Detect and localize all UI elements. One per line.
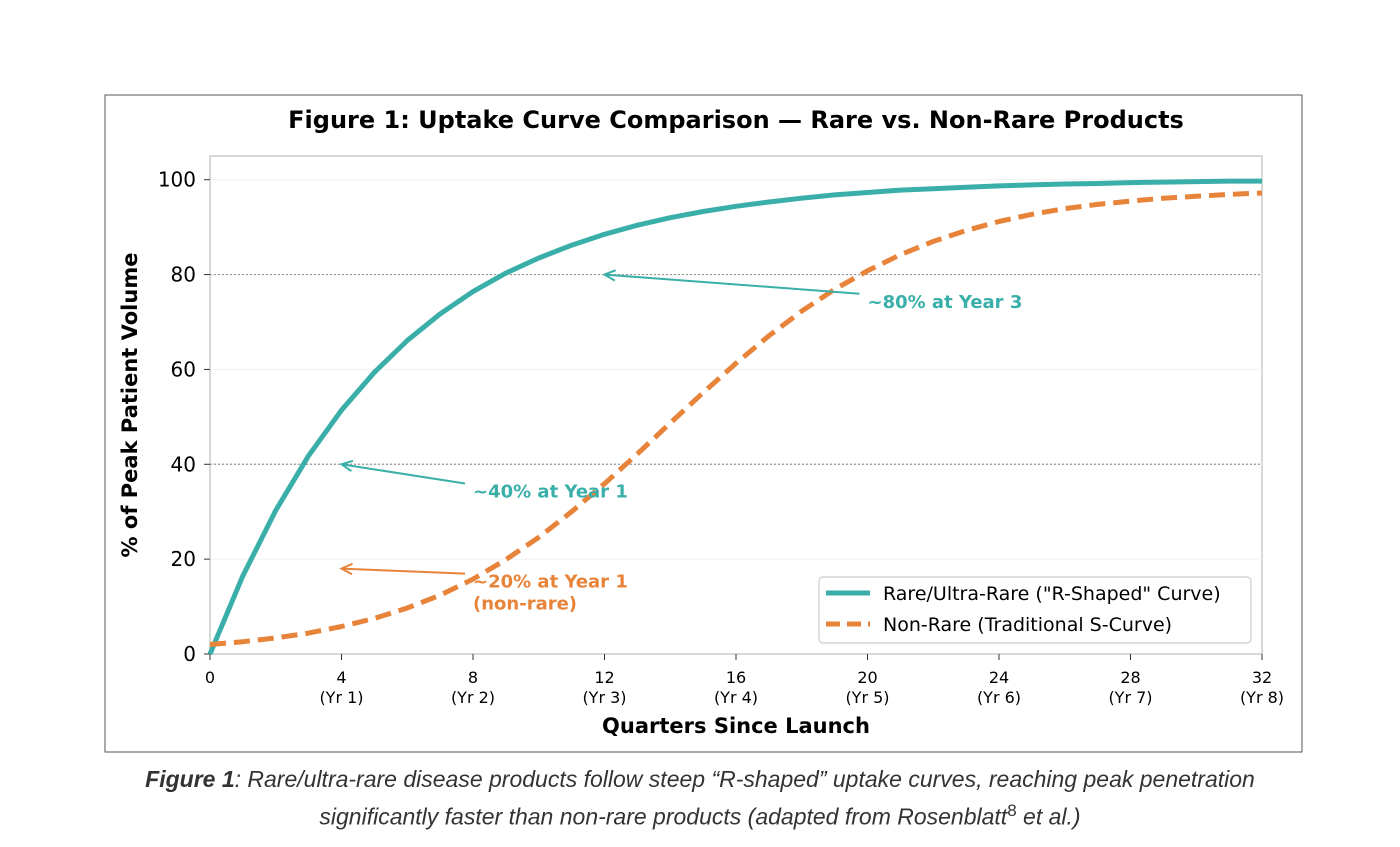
- annotation-arrow: [341, 463, 466, 485]
- y-axis: 0 20 40 60 80 100: [158, 168, 210, 666]
- annotation-arrowhead: [602, 269, 617, 282]
- legend-label-nonrare: Non-Rare (Traditional S-Curve): [883, 614, 1172, 636]
- y-tick-label: 60: [171, 357, 196, 381]
- x-tick-label: 4: [336, 668, 346, 687]
- x-tick-sublabel: (Yr 4): [714, 688, 758, 707]
- caption-tail: et al.): [1016, 803, 1081, 830]
- y-tick-label: 100: [158, 168, 196, 192]
- annotation-arrowhead: [339, 562, 353, 576]
- annotation-layer: ~80% at Year 3 ~40% at Year 1 ~20% at Year…: [339, 269, 1023, 615]
- x-tick-label: 8: [468, 668, 478, 687]
- x-axis: 0 4(Yr 1) 8(Yr 2) 12(Yr 3) 16(Yr 4) 20(Yr 5) 2…: [205, 654, 1284, 707]
- annotation-arrow: [604, 273, 860, 295]
- series-line-nonrare: [209, 190, 1263, 647]
- figure-caption: Figure 1: Rare/ultra-rare disease produc…: [0, 764, 1400, 833]
- x-tick-label: 0: [205, 668, 215, 687]
- x-tick-label: 32: [1252, 668, 1272, 687]
- annotation-label: ~80% at Year 3: [868, 292, 1023, 313]
- x-tick-label: 28: [1120, 668, 1140, 687]
- legend-label-rare: Rare/Ultra-Rare ("R-Shaped" Curve): [883, 583, 1221, 605]
- x-tick-sublabel: (Yr 1): [319, 688, 363, 707]
- figure: Figure 1: Uptake Curve Comparison — Rare…: [104, 94, 1303, 753]
- caption-line-2: significantly faster than non-rare produ…: [0, 795, 1400, 833]
- annotation-label: ~40% at Year 1: [473, 481, 628, 502]
- y-tick-label: 20: [171, 547, 196, 571]
- caption-lead: Figure 1: [145, 766, 235, 792]
- legend-box: [818, 576, 1252, 644]
- chart-title: Figure 1: Uptake Curve Comparison — Rare…: [288, 106, 1184, 134]
- x-tick-sublabel: (Yr 6): [977, 688, 1021, 707]
- caption-text: : Rare/ultra-rare disease products follo…: [234, 766, 1255, 792]
- y-tick-label: 0: [183, 642, 196, 666]
- y-tick-label: 40: [171, 452, 196, 476]
- annotation-label-2: (non-rare): [473, 594, 577, 615]
- x-axis-label: Quarters Since Launch: [602, 714, 870, 738]
- y-axis-label: % of Peak Patient Volume: [118, 253, 142, 558]
- x-tick-sublabel: (Yr 7): [1108, 688, 1152, 707]
- caption-ref: 8: [1007, 801, 1017, 820]
- x-tick-label: 20: [857, 668, 877, 687]
- legend: Rare/Ultra-Rare ("R-Shaped" Curve) Non-R…: [818, 576, 1252, 644]
- x-tick-sublabel: (Yr 3): [582, 688, 626, 707]
- x-tick-label: 12: [594, 668, 614, 687]
- x-tick-sublabel: (Yr 2): [451, 688, 495, 707]
- caption-line-1: Figure 1: Rare/ultra-rare disease produc…: [0, 764, 1400, 795]
- x-tick-sublabel: (Yr 8): [1240, 688, 1284, 707]
- grid-layer: [210, 179, 1262, 560]
- x-tick-label: 24: [989, 668, 1009, 687]
- x-tick-label: 16: [726, 668, 746, 687]
- y-tick-label: 80: [171, 263, 196, 287]
- annotation-arrow: [341, 567, 466, 575]
- caption-text-2: significantly faster than non-rare produ…: [319, 803, 1008, 830]
- x-tick-sublabel: (Yr 5): [845, 688, 889, 707]
- series-line-rare: [207, 178, 1262, 655]
- annotation-label: ~20% at Year 1: [473, 572, 628, 593]
- series-layer: [207, 178, 1263, 655]
- annotation-arrowhead: [339, 459, 354, 472]
